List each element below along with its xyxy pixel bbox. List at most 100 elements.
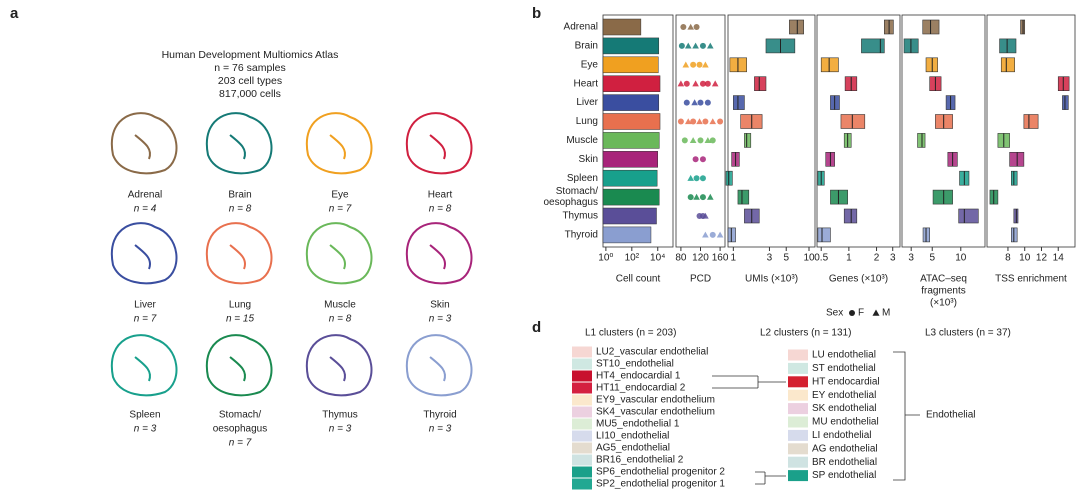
panel-frame bbox=[602, 14, 674, 248]
organ-name: Skin bbox=[430, 300, 449, 311]
cell-count-bar bbox=[602, 188, 660, 206]
pcd-point bbox=[693, 24, 700, 30]
cluster-name: BR endothelial bbox=[812, 457, 877, 468]
organ-icon bbox=[405, 334, 473, 397]
row-label: Eye bbox=[581, 59, 599, 70]
box bbox=[932, 189, 953, 205]
cluster-swatch bbox=[572, 394, 592, 406]
cluster-swatch bbox=[572, 370, 592, 382]
icon-outline bbox=[110, 222, 178, 285]
x-tick-label: 10 bbox=[803, 253, 815, 264]
cluster-swatch bbox=[572, 382, 592, 394]
x-tick-label: 1 bbox=[846, 253, 852, 264]
organ-name: Brain bbox=[228, 190, 251, 201]
organ-name: Eye bbox=[331, 190, 349, 201]
legend-marker bbox=[872, 309, 880, 316]
column-header: L1 clusters (n = 203) bbox=[585, 328, 676, 339]
organ-name: Thyroid bbox=[423, 410, 456, 421]
pcd-point bbox=[702, 212, 709, 219]
x-tick-label: 10 bbox=[955, 253, 967, 264]
panel-frame bbox=[675, 14, 726, 248]
row-label: Liver bbox=[576, 97, 598, 108]
panel-label: a bbox=[10, 5, 19, 22]
pcd-point bbox=[682, 61, 690, 68]
organ-samples: n = 8 bbox=[329, 314, 352, 325]
pcd-point bbox=[702, 118, 709, 125]
atlas-summary: Human Development Multiomics Atlas bbox=[162, 49, 339, 61]
pcd-point bbox=[704, 80, 711, 87]
x-tick-label: 1 bbox=[731, 253, 737, 264]
x-axis-label: UMIs (×10³) bbox=[745, 274, 798, 285]
cluster-name: BR16_endothelial 2 bbox=[596, 455, 684, 466]
organ-icon bbox=[405, 222, 473, 285]
pcd-point bbox=[699, 156, 706, 163]
panel-frame bbox=[816, 14, 901, 248]
organ-icon bbox=[110, 334, 178, 397]
cluster-name: LI endothelial bbox=[812, 430, 872, 441]
organ-icon bbox=[405, 112, 473, 175]
legend-title: Sex bbox=[826, 308, 843, 319]
icon-detail bbox=[429, 134, 446, 160]
cluster-swatch bbox=[572, 418, 592, 430]
pcd-point bbox=[684, 118, 692, 125]
organ-samples: n = 3 bbox=[429, 424, 452, 435]
cluster-swatch bbox=[572, 406, 592, 418]
organ-name: Thymus bbox=[322, 410, 358, 421]
organ-samples: n = 3 bbox=[329, 424, 352, 435]
cluster-swatch bbox=[572, 442, 592, 454]
icon-detail bbox=[329, 356, 346, 382]
pcd-point bbox=[692, 42, 699, 49]
icon-outline bbox=[305, 112, 373, 175]
x-tick-label: 2 bbox=[874, 253, 880, 264]
pcd-point bbox=[696, 61, 703, 68]
cluster-name: EY9_vascular endothelium bbox=[596, 395, 715, 406]
icon-detail bbox=[429, 356, 446, 382]
pcd-point bbox=[691, 99, 698, 106]
icon-detail bbox=[429, 244, 446, 270]
organ-name: Spleen bbox=[129, 410, 160, 421]
pcd-point bbox=[689, 137, 697, 144]
box bbox=[817, 227, 831, 243]
cluster-swatch bbox=[788, 470, 808, 482]
cluster-swatch bbox=[572, 358, 592, 370]
x-tick-label: 10² bbox=[625, 253, 640, 264]
x-axis-label: TSS enrichment bbox=[995, 274, 1067, 285]
legend-marker bbox=[849, 310, 855, 316]
x-tick-label: 5 bbox=[929, 253, 935, 264]
organ-name: Heart bbox=[428, 190, 453, 201]
row-label: oesophagus bbox=[544, 197, 599, 208]
organ-samples: n = 8 bbox=[429, 204, 452, 215]
pcd-point bbox=[678, 42, 685, 49]
x-tick-label: 10⁴ bbox=[650, 253, 665, 264]
cell-count-bar bbox=[602, 226, 652, 244]
cell-count-bar bbox=[602, 151, 658, 168]
icon-outline bbox=[405, 112, 473, 175]
cluster-name: AG5_endothelial bbox=[596, 443, 670, 454]
pcd-point bbox=[699, 175, 706, 182]
x-tick-label: 10 bbox=[1019, 253, 1031, 264]
panel-label: b bbox=[532, 5, 541, 22]
x-tick-label: 160 bbox=[712, 253, 729, 264]
organ-icon bbox=[305, 222, 373, 285]
x-tick-label: 14 bbox=[1053, 253, 1065, 264]
cluster-name: MU5_endothelial 1 bbox=[596, 419, 680, 430]
panel-frame bbox=[986, 14, 1076, 248]
icon-detail bbox=[134, 356, 151, 382]
cluster-swatch bbox=[572, 346, 592, 358]
pcd-point bbox=[683, 99, 690, 106]
cell-count-bar bbox=[602, 75, 661, 92]
cell-count-bar bbox=[602, 18, 642, 36]
pcd-point bbox=[690, 61, 697, 68]
cluster-swatch bbox=[788, 376, 808, 388]
x-tick-label: 8 bbox=[1005, 253, 1011, 264]
cluster-swatch bbox=[788, 416, 808, 428]
cell-count-bar bbox=[602, 94, 660, 111]
cluster-name: LI10_endothelial bbox=[596, 431, 669, 442]
pcd-point bbox=[692, 156, 699, 163]
pcd-point bbox=[697, 137, 704, 144]
connectors bbox=[712, 351, 920, 485]
connector bbox=[755, 471, 786, 485]
box bbox=[999, 38, 1017, 54]
pcd-point bbox=[704, 137, 712, 144]
